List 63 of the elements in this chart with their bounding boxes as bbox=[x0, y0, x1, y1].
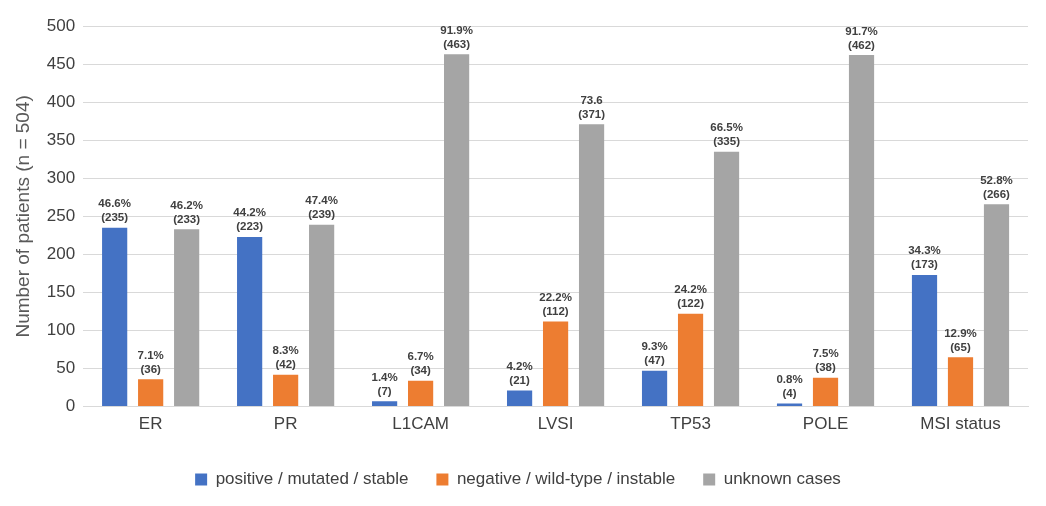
bar bbox=[408, 380, 434, 407]
x-tick-label: MSI status bbox=[920, 414, 1001, 434]
data-label: 73.6 (371) bbox=[578, 93, 606, 120]
bar bbox=[677, 313, 704, 407]
y-tick-label: 0 bbox=[65, 396, 76, 416]
bar bbox=[138, 379, 164, 407]
y-tick-label: 200 bbox=[46, 244, 76, 264]
data-label: 66.5% (335) bbox=[710, 121, 743, 148]
data-label: 22.2% (112) bbox=[539, 290, 572, 317]
data-label: 12.9% (65) bbox=[944, 326, 977, 353]
data-label: 44.2% (223) bbox=[233, 206, 266, 233]
bar bbox=[578, 124, 605, 407]
bar bbox=[641, 370, 668, 407]
y-tick-label: 400 bbox=[46, 91, 76, 111]
data-label: 9.3% (47) bbox=[641, 340, 668, 367]
y-axis-title: Number of patients (n = 504) bbox=[11, 95, 33, 338]
y-tick-label: 350 bbox=[46, 130, 76, 150]
data-label: 91.9% (463) bbox=[440, 23, 473, 50]
data-label: 7.1% (36) bbox=[137, 348, 164, 375]
data-label: 8.3% (42) bbox=[272, 344, 299, 371]
data-label: 1.4% (7) bbox=[371, 370, 398, 397]
data-label: 46.6% (235) bbox=[98, 197, 131, 224]
x-tick-label: POLE bbox=[802, 414, 849, 434]
data-label: 47.4% (239) bbox=[305, 194, 338, 221]
x-tick-label: TP53 bbox=[670, 414, 711, 434]
bar bbox=[444, 54, 470, 407]
y-tick-label: 50 bbox=[56, 358, 76, 378]
y-tick-label: 250 bbox=[46, 206, 76, 226]
data-label: 91.7% (462) bbox=[845, 24, 878, 51]
bar bbox=[174, 229, 200, 407]
bar bbox=[273, 374, 299, 407]
y-tick-label: 150 bbox=[46, 282, 76, 302]
data-label: 7.5% (38) bbox=[812, 347, 839, 374]
data-label: 34.3% (173) bbox=[908, 244, 941, 271]
y-tick-label: 500 bbox=[46, 15, 76, 35]
legend-label: unknown cases bbox=[723, 469, 841, 489]
bar bbox=[372, 401, 398, 407]
bar bbox=[542, 321, 569, 407]
data-label: 6.7% (34) bbox=[407, 350, 434, 377]
bar bbox=[947, 357, 974, 407]
y-tick-label: 100 bbox=[46, 320, 76, 340]
bar bbox=[309, 224, 335, 407]
x-tick-label: ER bbox=[138, 414, 163, 434]
data-label: 46.2% (233) bbox=[170, 198, 203, 225]
data-label: 52.8% (266) bbox=[980, 173, 1013, 200]
bar bbox=[812, 377, 839, 407]
legend-label: negative / wild-type / instable bbox=[456, 469, 676, 489]
x-tick-label: L1CAM bbox=[392, 414, 449, 434]
data-label: 4.2% (21) bbox=[506, 360, 533, 387]
x-tick-label: LVSI bbox=[537, 414, 574, 434]
bar bbox=[237, 236, 263, 407]
data-label: 24.2% (122) bbox=[674, 283, 707, 310]
x-tick-label: PR bbox=[273, 414, 298, 434]
bar bbox=[506, 390, 533, 407]
bar bbox=[713, 151, 740, 407]
data-label: 0.8% (4) bbox=[776, 372, 803, 399]
bar bbox=[911, 274, 938, 407]
bar bbox=[102, 227, 128, 407]
legend-label: positive / mutated / stable bbox=[215, 469, 409, 489]
bar bbox=[848, 55, 875, 407]
bar bbox=[983, 204, 1010, 407]
y-tick-label: 300 bbox=[46, 168, 76, 188]
y-tick-label: 450 bbox=[46, 53, 76, 73]
